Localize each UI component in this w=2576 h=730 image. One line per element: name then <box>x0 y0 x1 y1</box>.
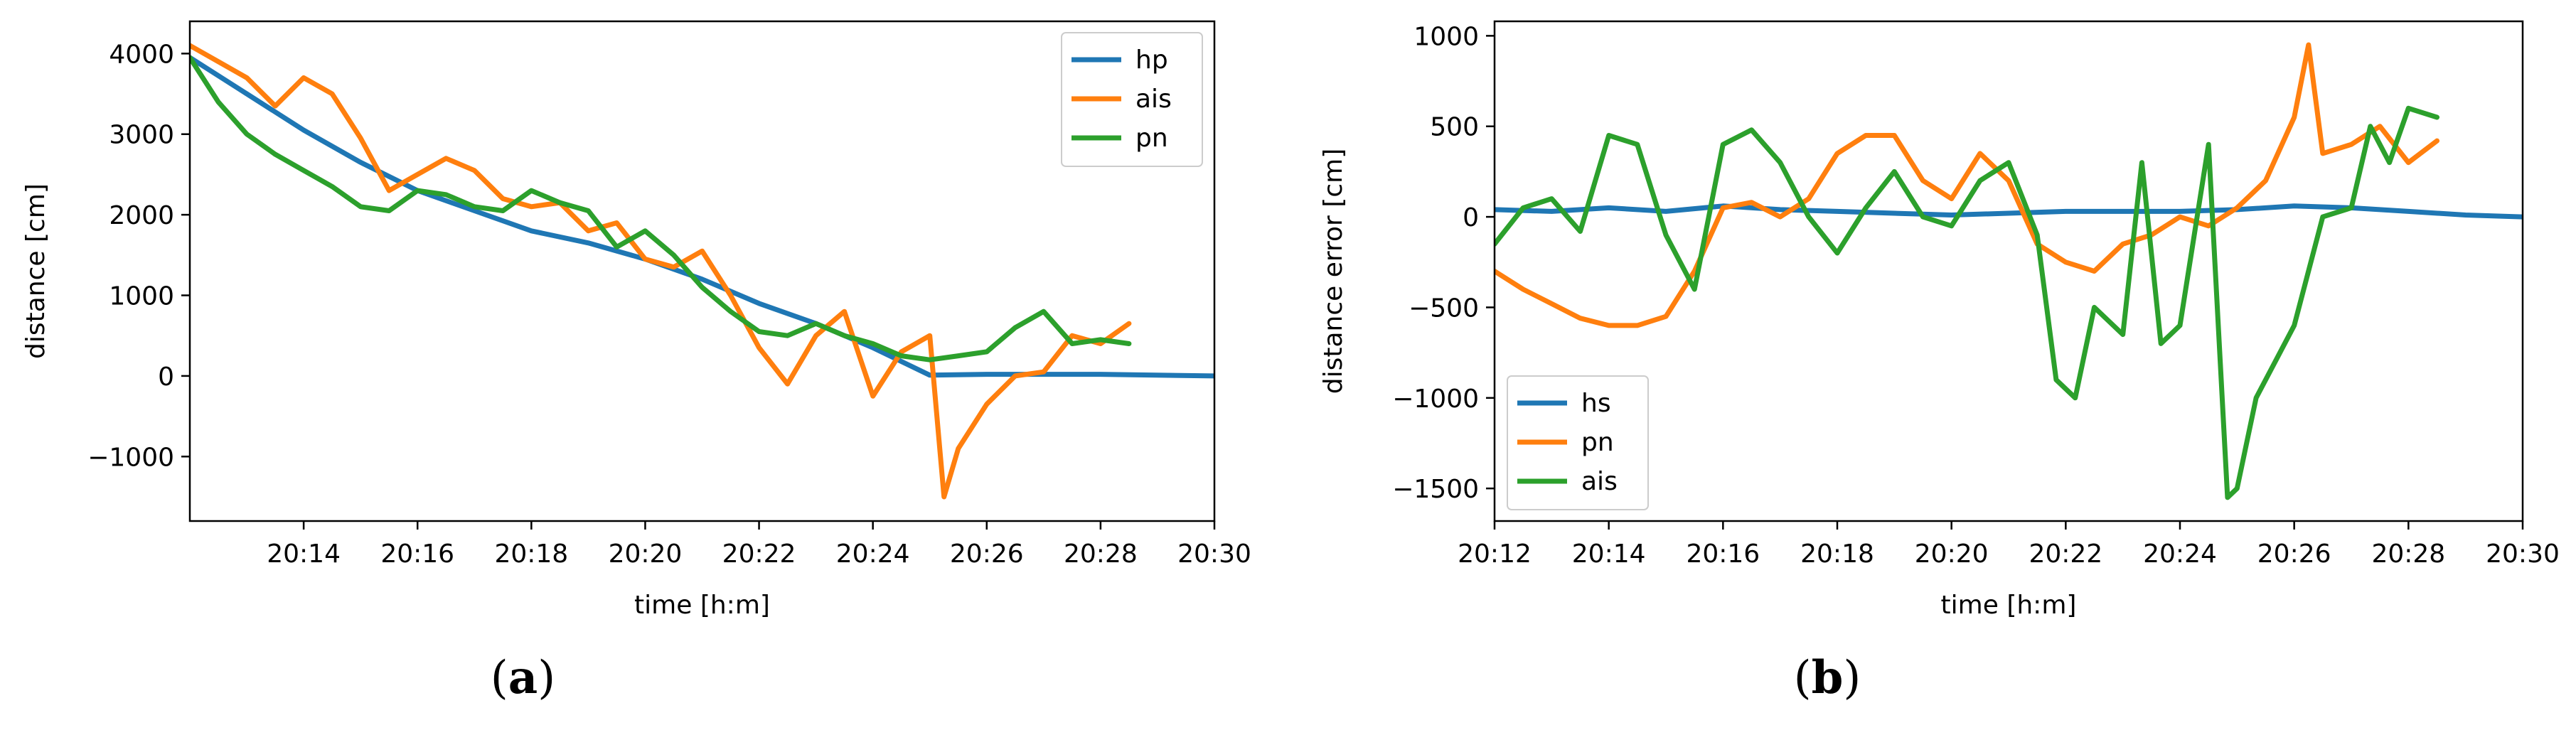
x-axis-label: time [h:m] <box>634 591 770 620</box>
series-line-hs <box>1495 203 2523 220</box>
series-line-pn <box>1495 42 2439 328</box>
x-tick-label: 20:28 <box>2371 540 2445 569</box>
x-tick-label: 20:26 <box>950 540 1024 569</box>
panel-label: (b) <box>1794 651 1861 704</box>
y-tick-label: −1500 <box>1392 475 1479 504</box>
y-tick-label: 2000 <box>109 201 174 230</box>
x-tick-label: 20:24 <box>2143 540 2217 569</box>
x-tick-label: 20:24 <box>836 540 910 569</box>
x-axis-label: time [h:m] <box>1941 591 2077 620</box>
y-tick-label: 4000 <box>109 40 174 69</box>
legend-label-ais: ais <box>1581 467 1618 496</box>
y-tick-label: 500 <box>1430 113 1479 142</box>
y-tick-label: −1000 <box>1392 385 1479 414</box>
y-axis-label: distance [cm] <box>21 183 50 359</box>
panel-label: (a) <box>491 651 555 704</box>
x-tick-label: 20:14 <box>1572 540 1646 569</box>
x-tick-label: 20:28 <box>1064 540 1138 569</box>
x-tick-label: 20:30 <box>1177 540 1251 569</box>
y-tick-label: 1000 <box>109 282 174 311</box>
x-tick-label: 20:12 <box>1458 540 1532 569</box>
legend: hp ais pn <box>1061 32 1203 167</box>
x-tick-label: 20:16 <box>380 540 454 569</box>
y-tick-label: 1000 <box>1413 22 1479 51</box>
y-tick-label: −500 <box>1409 294 1479 323</box>
legend-box <box>1061 32 1203 167</box>
series-lines <box>1495 42 2523 500</box>
x-tick-label: 20:18 <box>494 540 568 569</box>
series-lines <box>190 43 1214 500</box>
chart-b: 20:12 20:14 20:16 20:18 20:20 20:22 20:24 20:26… <box>1319 20 2560 704</box>
x-tick-label: 20:26 <box>2257 540 2331 569</box>
x-tick-label: 20:16 <box>1686 540 1760 569</box>
x-tick-label: 20:14 <box>267 540 341 569</box>
y-axis-label: distance error [cm] <box>1319 149 1348 394</box>
series-line-ais <box>1495 105 2439 500</box>
x-tick-label: 20:22 <box>722 540 796 569</box>
legend-label-hs: hs <box>1581 389 1611 418</box>
series-line-pn <box>190 55 1132 363</box>
legend-label-ais: ais <box>1135 85 1172 114</box>
x-tick-label: 20:18 <box>1800 540 1874 569</box>
x-tick-label: 20:30 <box>2486 540 2560 569</box>
legend-label-hp: hp <box>1135 45 1168 75</box>
series-line-ais <box>190 43 1132 500</box>
y-tick-label: 3000 <box>109 121 174 150</box>
x-tick-label: 20:20 <box>609 540 683 569</box>
legend-label-pn: pn <box>1135 124 1168 153</box>
x-tick-label: 20:22 <box>2029 540 2102 569</box>
plot-frame <box>188 20 1216 522</box>
y-tick-label: 0 <box>158 363 174 392</box>
y-tick-label: 0 <box>1463 203 1479 232</box>
legend-box <box>1507 375 1649 510</box>
chart-a: 20:14 20:16 20:18 20:20 20:22 20:24 20:26 20:28… <box>21 20 1251 704</box>
y-tick-label: −1000 <box>87 443 174 472</box>
legend: hs pn ais <box>1507 375 1649 510</box>
x-tick-label: 20:20 <box>1915 540 1989 569</box>
plot-frame <box>1493 20 2524 522</box>
legend-label-pn: pn <box>1581 428 1614 457</box>
